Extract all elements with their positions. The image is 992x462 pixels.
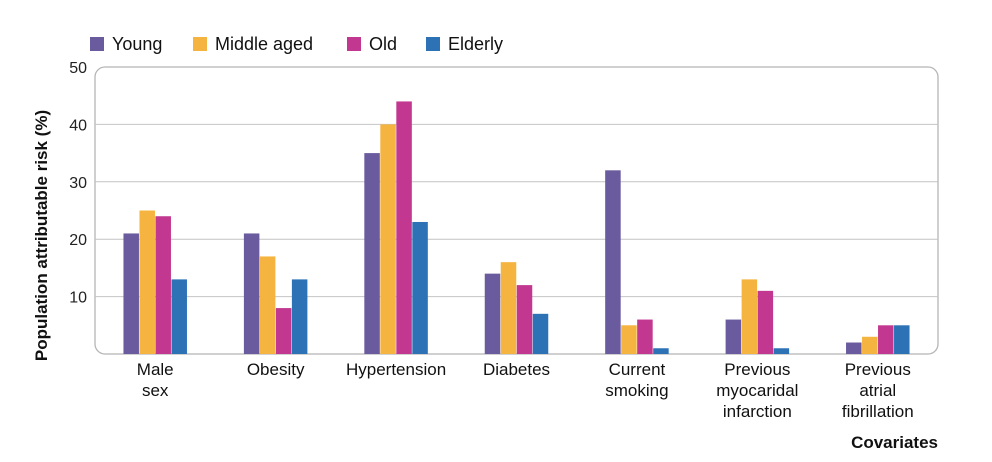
x-axis-categories: Male sex Obesity Hypertension Diabetes Curren…: [137, 360, 914, 421]
y-axis-label: Population attributable risk (%): [32, 110, 51, 361]
y-tick-label: 50: [69, 60, 87, 77]
x-tick-label: fibrillation: [842, 402, 914, 421]
bar-elderly-hypertension: [412, 221, 428, 354]
bar-old-male-sex: [155, 216, 171, 354]
bar-middle-aged-current-smoking: [621, 325, 637, 354]
legend: Young Middle aged Old Elderly: [90, 34, 503, 54]
plot-frame: [94, 66, 939, 355]
bar-elderly-previous-myocaridal-infarction: [773, 348, 790, 354]
x-tick-label: Current: [609, 360, 666, 379]
x-category-label: Obesity: [247, 360, 305, 379]
bar-old-hypertension: [396, 101, 412, 354]
y-tick-label: 30: [69, 175, 87, 192]
bar-middle-aged-male-sex: [139, 210, 155, 354]
x-tick-label: infarction: [723, 402, 792, 421]
x-tick-label: Obesity: [247, 360, 305, 379]
bars: [123, 101, 910, 355]
bar-young-previous-atrial-fibrillation: [846, 342, 862, 354]
x-tick-label: myocaridal: [716, 381, 798, 400]
bar-old-obesity: [275, 308, 292, 354]
bar-elderly-current-smoking: [653, 348, 669, 354]
x-tick-label: Diabetes: [483, 360, 550, 379]
x-category-label: Hypertension: [346, 360, 446, 379]
x-category-label: Current smoking: [605, 360, 668, 400]
x-axis-label: Covariates: [851, 433, 938, 452]
bar-middle-aged-diabetes: [500, 262, 517, 354]
bar-old-current-smoking: [637, 319, 653, 354]
legend-item-old: Old: [347, 34, 397, 54]
bar-old-previous-atrial-fibrillation: [878, 325, 894, 354]
bar-elderly-previous-atrial-fibrillation: [894, 325, 910, 354]
bar-middle-aged-previous-atrial-fibrillation: [862, 336, 878, 354]
bar-young-diabetes: [484, 273, 501, 354]
gridlines: [95, 123, 938, 298]
x-tick-label: atrial: [859, 381, 896, 400]
legend-swatch: [426, 37, 440, 51]
bar-old-previous-myocaridal-infarction: [757, 290, 774, 354]
x-tick-label: sex: [142, 381, 169, 400]
legend-swatch: [193, 37, 207, 51]
x-tick-label: Male: [137, 360, 174, 379]
x-category-label: Male sex: [137, 360, 174, 400]
legend-label: Elderly: [448, 34, 503, 54]
y-axis-ticks: 10 20 30 40 50: [69, 60, 87, 307]
legend-label: Young: [112, 34, 162, 54]
bar-elderly-male-sex: [171, 279, 187, 354]
bar-elderly-diabetes: [532, 313, 549, 354]
legend-item-middle-aged: Middle aged: [193, 34, 313, 54]
x-category-label: Previous myocaridal infarction: [716, 360, 798, 421]
legend-swatch: [90, 37, 104, 51]
bar-young-hypertension: [364, 153, 380, 354]
y-tick-label: 10: [69, 290, 87, 307]
plot-area: [94, 66, 939, 355]
bar-middle-aged-previous-myocaridal-infarction: [741, 279, 758, 354]
x-category-label: Diabetes: [483, 360, 550, 379]
y-tick-label: 20: [69, 232, 87, 249]
legend-label: Middle aged: [215, 34, 313, 54]
x-tick-label: Previous: [845, 360, 911, 379]
x-tick-label: smoking: [605, 381, 668, 400]
y-tick-label: 40: [69, 117, 87, 134]
legend-label: Old: [369, 34, 397, 54]
x-tick-label: Hypertension: [346, 360, 446, 379]
bar-middle-aged-obesity: [259, 256, 276, 354]
x-tick-label: Previous: [724, 360, 790, 379]
legend-swatch: [347, 37, 361, 51]
x-category-label: Previous atrial fibrillation: [842, 360, 914, 421]
bar-young-male-sex: [123, 233, 139, 354]
bar-young-obesity: [243, 233, 260, 354]
bar-young-previous-myocaridal-infarction: [725, 319, 742, 354]
legend-item-young: Young: [90, 34, 162, 54]
bar-young-current-smoking: [605, 170, 621, 354]
legend-item-elderly: Elderly: [426, 34, 503, 54]
bar-old-diabetes: [516, 285, 533, 354]
bar-middle-aged-hypertension: [380, 124, 396, 355]
bar-elderly-obesity: [291, 279, 308, 354]
